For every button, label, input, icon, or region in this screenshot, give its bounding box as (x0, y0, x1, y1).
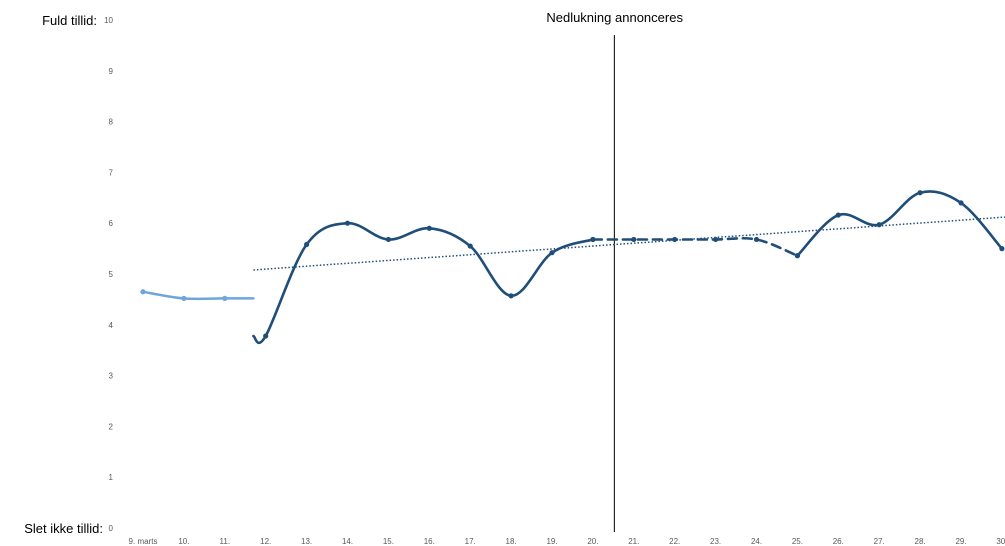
data-point (631, 236, 637, 243)
y-tick-label: 10 (104, 16, 113, 25)
data-point (794, 253, 801, 259)
data-point (140, 289, 146, 295)
x-tick-label: 29. (955, 537, 966, 546)
data-point (181, 295, 187, 301)
series (140, 190, 1005, 345)
y-tick-label: 2 (109, 422, 114, 431)
data-point (263, 333, 269, 339)
data-point (222, 295, 228, 301)
y-tick-label: 6 (109, 219, 114, 228)
y-bottom-label: Slet ikke tillid: (24, 521, 103, 536)
data-point (426, 225, 432, 231)
x-tick-label: 9. marts (129, 537, 158, 546)
y-tick-label: 4 (109, 321, 114, 330)
x-tick-label: 15. (383, 537, 394, 546)
x-tick-label: 27. (874, 537, 885, 546)
trendline-path (253, 216, 1005, 271)
data-point (672, 236, 678, 243)
x-tick-label: 30. (996, 537, 1005, 546)
x-tick-label: 14. (342, 537, 353, 546)
data-point (917, 190, 923, 196)
data-point (999, 246, 1005, 252)
y-tick-label: 8 (109, 118, 114, 127)
y-tick-label: 9 (109, 67, 114, 76)
x-tick-label: 25. (792, 537, 803, 546)
data-point (713, 236, 719, 243)
y-tick-label: 3 (109, 372, 114, 381)
trendline (253, 216, 1005, 271)
y-top-label: Fuld tillid: (42, 13, 97, 28)
data-point (876, 222, 882, 228)
y-tick-label: 1 (109, 473, 114, 482)
y-axis: 0 1 2 3 4 5 6 7 8 9 10 (104, 16, 113, 533)
y-tick-label: 0 (109, 524, 114, 533)
x-tick-label: 18. (506, 537, 517, 546)
x-tick-label: 28. (915, 537, 926, 546)
x-tick-label: 10. (178, 537, 189, 546)
x-tick-label: 13. (301, 537, 312, 546)
data-point (344, 220, 351, 226)
data-point (549, 250, 555, 256)
series-line (141, 290, 255, 301)
annotation-text: Nedlukning annonceres (546, 10, 683, 25)
series-line (252, 221, 595, 345)
data-point (508, 293, 514, 299)
data-point (958, 200, 964, 206)
annotation: Nedlukning annonceres (546, 10, 683, 532)
x-tick-label: 24. (751, 537, 762, 546)
y-tick-label: 7 (109, 168, 114, 177)
x-tick-label: 12. (260, 537, 271, 546)
x-tick-label: 16. (424, 537, 435, 546)
x-tick-label: 23. (710, 537, 721, 546)
data-point (753, 236, 760, 243)
data-point (385, 236, 391, 243)
x-axis: 9. marts 10. 11. 12. 13. 14. 15. 16. 17. 18. 19. 20… (129, 537, 1005, 546)
x-tick-label: 17. (465, 537, 476, 546)
x-tick-label: 21. (628, 537, 639, 546)
x-tick-label: 26. (833, 537, 844, 546)
data-point (835, 212, 841, 218)
series-line (591, 236, 799, 257)
y-tick-label: 5 (109, 270, 114, 279)
x-tick-label: 11. (220, 537, 231, 546)
x-tick-label: 19. (546, 537, 557, 546)
x-tick-label: 22. (669, 537, 680, 546)
x-tick-label: 20. (587, 537, 598, 546)
series-line (796, 190, 1004, 257)
data-point (304, 241, 310, 248)
data-point (467, 243, 473, 249)
data-point (590, 236, 596, 243)
